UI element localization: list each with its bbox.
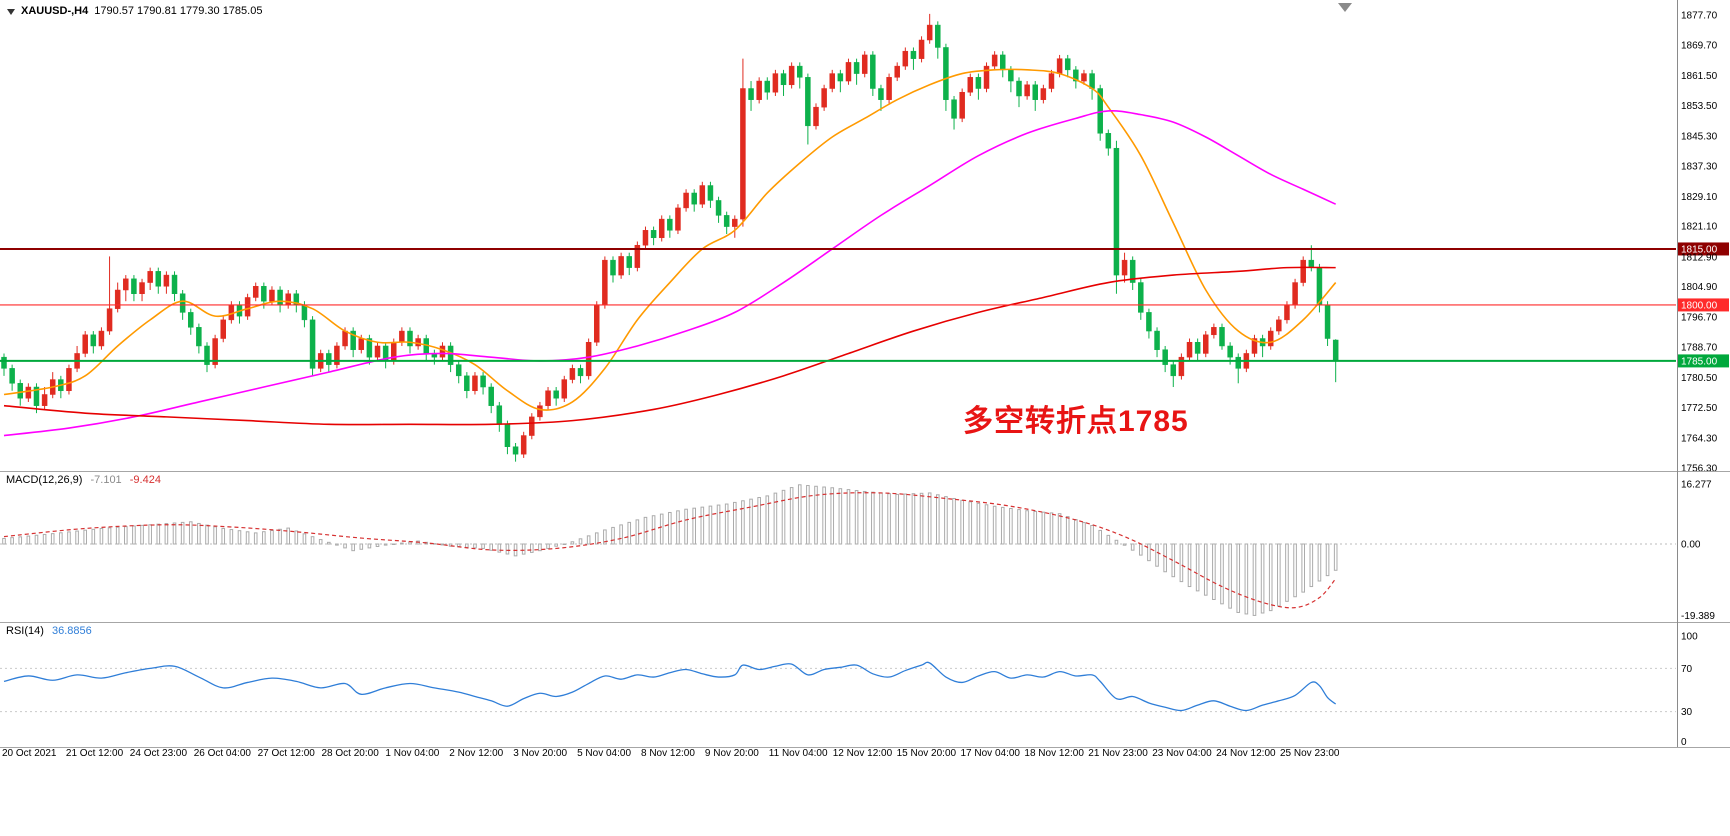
- rsi-indicator-label: RSI(14) 36.8856: [6, 625, 97, 637]
- svg-text:1780.50: 1780.50: [1681, 373, 1718, 384]
- svg-text:1837.30: 1837.30: [1681, 161, 1718, 172]
- rsi-panel-canvas[interactable]: 100 70 30 0: [0, 623, 1730, 747]
- macd-label-name: MACD(12,26,9): [6, 474, 83, 486]
- macd-value-signal: -9.424: [129, 474, 161, 486]
- svg-text:100: 100: [1681, 632, 1698, 643]
- time-axis-label: 21 Oct 12:00: [65, 748, 124, 759]
- panel-separator-time-axis[interactable]: [0, 747, 1730, 748]
- time-axis-label: 8 Nov 12:00: [641, 748, 695, 759]
- svg-text:1764.30: 1764.30: [1681, 434, 1718, 445]
- time-axis-label: 23 Nov 04:00: [1152, 748, 1212, 759]
- svg-text:1796.70: 1796.70: [1681, 313, 1718, 324]
- time-axis[interactable]: 20 Oct 2021 21 Oct 12:00 24 Oct 23:00 26 Oc…: [0, 748, 1730, 764]
- time-axis-label: 1 Nov 04:00: [385, 748, 440, 759]
- rsi-label-name: RSI(14): [6, 625, 44, 637]
- rsi-line: [3, 661, 1337, 712]
- macd-value-main: -7.101: [90, 474, 122, 486]
- svg-text:1845.30: 1845.30: [1681, 131, 1718, 142]
- ma-mid-magenta: [3, 110, 1337, 437]
- time-axis-label: 26 Oct 04:00: [193, 748, 251, 759]
- time-axis-label: 15 Nov 20:00: [896, 748, 957, 759]
- time-axis-label: 27 Oct 12:00: [257, 748, 315, 759]
- price-axis-labels[interactable]: 1877.70 1869.70 1861.50 1853.50 1845.30 1837.…: [1681, 11, 1718, 473]
- time-axis-label: 2 Nov 12:00: [449, 748, 504, 759]
- time-axis-label: 18 Nov 12:00: [1024, 748, 1084, 759]
- macd-axis-labels[interactable]: 16.277 0.00 -19.389: [1681, 479, 1715, 622]
- rsi-value: 36.8856: [51, 625, 92, 637]
- time-axis-label: 24 Nov 12:00: [1216, 748, 1276, 759]
- rsi-axis-labels[interactable]: 100 70 30 0: [1681, 632, 1698, 748]
- svg-text:0.00: 0.00: [1681, 540, 1701, 551]
- time-axis-label: 24 Oct 23:00: [129, 748, 188, 759]
- time-axis-label: 20 Oct 2021: [2, 748, 57, 759]
- svg-text:1812.90: 1812.90: [1681, 252, 1718, 263]
- candlestick-series: [1, 13, 1339, 462]
- svg-text:1785.00: 1785.00: [1681, 356, 1718, 367]
- svg-text:1804.90: 1804.90: [1681, 282, 1718, 293]
- time-axis-label: 17 Nov 04:00: [960, 748, 1021, 759]
- macd-indicator-label: MACD(12,26,9) -7.101 -9.424: [6, 474, 166, 486]
- ma-fast-orange: [3, 68, 1337, 411]
- svg-text:1772.50: 1772.50: [1681, 403, 1718, 414]
- macd-signal-line: [3, 492, 1337, 609]
- ohlc-readout: 1790.57 1790.81 1779.30 1785.05: [94, 5, 263, 17]
- price-level-badge-1785.00: 1785.00: [1678, 354, 1729, 368]
- svg-text:1877.70: 1877.70: [1681, 11, 1718, 22]
- time-axis-label: 25 Nov 23:00: [1280, 748, 1340, 759]
- chart-title-bar: XAUUSD-,H4 1790.57 1790.81 1779.30 1785.…: [7, 5, 262, 17]
- price-chart-canvas[interactable]: 1815.00 1800.00 1785.00 1877.70 1869.70 1861.…: [0, 0, 1730, 472]
- macd-histogram: [2, 484, 1338, 616]
- price-level-badge-1815.00: 1815.00: [1678, 242, 1729, 256]
- price-level-badge-1800.00: 1800.00: [1678, 298, 1729, 312]
- time-axis-label: 5 Nov 04:00: [577, 748, 632, 759]
- time-axis-label: 28 Oct 20:00: [321, 748, 379, 759]
- svg-text:1800.00: 1800.00: [1681, 300, 1718, 311]
- time-axis-label: 3 Nov 20:00: [513, 748, 568, 759]
- svg-text:1788.70: 1788.70: [1681, 343, 1718, 354]
- symbol-timeframe-label: XAUUSD-,H4: [21, 5, 89, 17]
- svg-text:70: 70: [1681, 664, 1693, 675]
- panel-separator-macd-rsi[interactable]: [0, 622, 1730, 623]
- svg-text:1756.30: 1756.30: [1681, 464, 1718, 473]
- macd-panel-canvas[interactable]: 16.277 0.00 -19.389: [0, 472, 1730, 622]
- time-axis-label: 21 Nov 23:00: [1088, 748, 1148, 759]
- svg-text:1869.70: 1869.70: [1681, 40, 1718, 51]
- svg-text:1815.00: 1815.00: [1681, 244, 1718, 255]
- symbol-dropdown-icon: [7, 9, 15, 15]
- svg-text:-19.389: -19.389: [1681, 611, 1715, 622]
- time-axis-label: 9 Nov 20:00: [704, 748, 759, 759]
- panel-separator-main-macd[interactable]: [0, 471, 1730, 472]
- ma-slow-red: [3, 266, 1336, 426]
- svg-text:1853.50: 1853.50: [1681, 101, 1718, 112]
- svg-text:30: 30: [1681, 707, 1693, 718]
- chart-shift-marker-icon[interactable]: [1338, 3, 1352, 12]
- svg-text:1829.10: 1829.10: [1681, 192, 1718, 203]
- svg-text:1821.10: 1821.10: [1681, 222, 1718, 233]
- svg-text:0: 0: [1681, 737, 1687, 747]
- time-axis-label: 12 Nov 12:00: [832, 748, 893, 759]
- chart-annotation-text[interactable]: 多空转折点1785: [963, 405, 1189, 438]
- svg-text:16.277: 16.277: [1681, 479, 1712, 490]
- time-axis-label: 11 Nov 04:00: [768, 748, 828, 759]
- svg-text:1861.50: 1861.50: [1681, 71, 1718, 82]
- price-axis-border: [1677, 0, 1678, 747]
